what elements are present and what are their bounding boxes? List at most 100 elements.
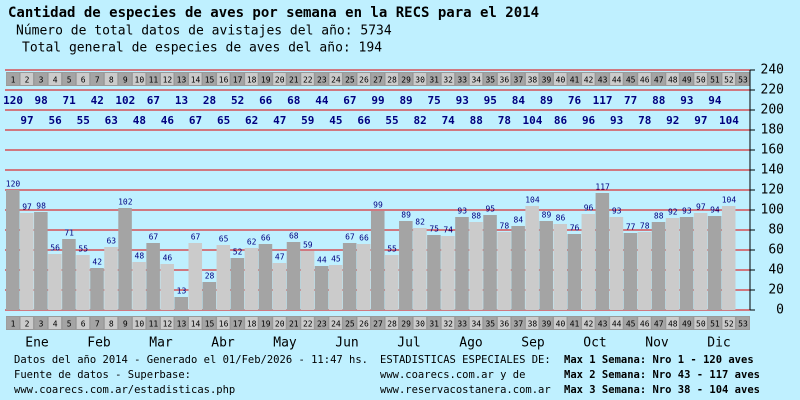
- bar-value-label: 92: [668, 208, 678, 217]
- x-tick-label: 11: [149, 320, 159, 329]
- x-tick-label: 36: [500, 76, 510, 85]
- top-value-label: 78: [638, 114, 651, 127]
- week-box: [610, 317, 623, 329]
- bar: [160, 264, 174, 310]
- top-value-label: 44: [315, 94, 329, 107]
- y-tick-label: 0: [776, 303, 784, 318]
- x-tick-label: 37: [514, 76, 524, 85]
- week-box: [343, 73, 356, 85]
- x-tick-label: 47: [654, 320, 664, 329]
- top-value-label: 55: [77, 114, 90, 127]
- week-box: [48, 73, 62, 85]
- week-box: [666, 317, 679, 329]
- x-tick-label: 22: [303, 320, 313, 329]
- bar: [651, 222, 666, 310]
- subtitle: Total general de especies de aves del añ…: [22, 41, 382, 56]
- bar: [76, 255, 90, 310]
- week-box: [174, 317, 188, 329]
- x-tick-label: 15: [205, 320, 215, 329]
- x-tick-label: 43: [598, 320, 608, 329]
- x-tick-label: 49: [682, 320, 692, 329]
- bar-value-label: 63: [106, 237, 116, 246]
- x-tick-label: 34: [471, 76, 481, 85]
- week-box: [301, 73, 314, 85]
- bar: [216, 245, 231, 310]
- x-tick-label: 5: [67, 320, 72, 329]
- top-value-label: 88: [470, 114, 483, 127]
- x-tick-label: 45: [626, 320, 636, 329]
- week-box: [694, 317, 707, 329]
- week-box: [385, 73, 399, 85]
- week-box: [568, 317, 581, 329]
- week-box: [413, 317, 427, 329]
- bar-value-label: 99: [373, 201, 383, 210]
- x-tick-label: 19: [261, 320, 271, 329]
- week-box: [596, 73, 609, 85]
- x-tick-label: 46: [640, 76, 650, 85]
- x-tick-label: 30: [415, 76, 425, 85]
- week-box: [287, 73, 300, 85]
- week-box: [6, 73, 20, 85]
- top-value-label: 92: [666, 114, 679, 127]
- footer-text: Max 1 Semana: Nro 1 - 120 aves: [564, 354, 754, 366]
- week-box: [469, 317, 483, 329]
- bar-value-label: 97: [696, 203, 706, 212]
- x-tick-label: 40: [556, 76, 566, 85]
- week-box: [217, 317, 230, 329]
- bar: [300, 251, 315, 310]
- top-value-label: 75: [428, 94, 441, 107]
- x-tick-label: 38: [528, 76, 538, 85]
- bar-value-label: 84: [514, 216, 524, 225]
- week-box: [455, 73, 469, 85]
- week-box: [539, 73, 553, 85]
- week-box: [231, 317, 244, 329]
- week-box: [287, 317, 300, 329]
- top-value-label: 82: [413, 114, 426, 127]
- x-tick-label: 31: [429, 76, 439, 85]
- week-box: [245, 73, 258, 85]
- bar-value-label: 78: [500, 222, 510, 231]
- x-tick-label: 10: [135, 320, 145, 329]
- x-tick-label: 19: [261, 76, 271, 85]
- top-value-label: 97: [20, 114, 33, 127]
- top-value-label: 93: [680, 94, 693, 107]
- week-box: [483, 317, 497, 329]
- bar: [427, 235, 441, 310]
- y-tick-label: 220: [761, 83, 784, 98]
- bar-value-label: 46: [163, 254, 173, 263]
- x-tick-label: 32: [443, 320, 453, 329]
- week-box: [76, 73, 90, 85]
- bar: [356, 244, 371, 310]
- bar-value-label: 13: [177, 287, 187, 296]
- subtitle: Número de total datos de avistajes del a…: [16, 24, 392, 39]
- bar: [567, 234, 582, 310]
- bar: [385, 255, 399, 310]
- bar-value-label: 104: [525, 196, 540, 205]
- bar: [721, 206, 736, 310]
- month-label: Oct: [583, 336, 606, 351]
- week-box: [539, 317, 553, 329]
- week-box: [638, 73, 651, 85]
- top-value-label: 98: [34, 94, 47, 107]
- footer-text: www.reservacostanera.com.ar: [380, 384, 551, 396]
- week-box: [118, 317, 132, 329]
- x-tick-label: 52: [724, 320, 734, 329]
- y-tick-label: 60: [768, 243, 784, 258]
- x-tick-label: 33: [457, 76, 467, 85]
- x-tick-label: 17: [233, 76, 243, 85]
- x-tick-label: 50: [696, 320, 706, 329]
- bar-value-label: 98: [36, 202, 46, 211]
- x-tick-label: 17: [233, 320, 243, 329]
- bar: [525, 206, 539, 310]
- top-value-label: 76: [568, 94, 582, 107]
- bar: [244, 248, 259, 310]
- month-label: Mar: [149, 336, 173, 351]
- bar: [595, 193, 610, 310]
- week-box: [680, 317, 693, 329]
- x-tick-label: 36: [500, 320, 510, 329]
- x-tick-label: 20: [275, 76, 285, 85]
- week-box: [48, 317, 62, 329]
- top-value-label: 66: [357, 114, 371, 127]
- x-tick-label: 23: [317, 320, 327, 329]
